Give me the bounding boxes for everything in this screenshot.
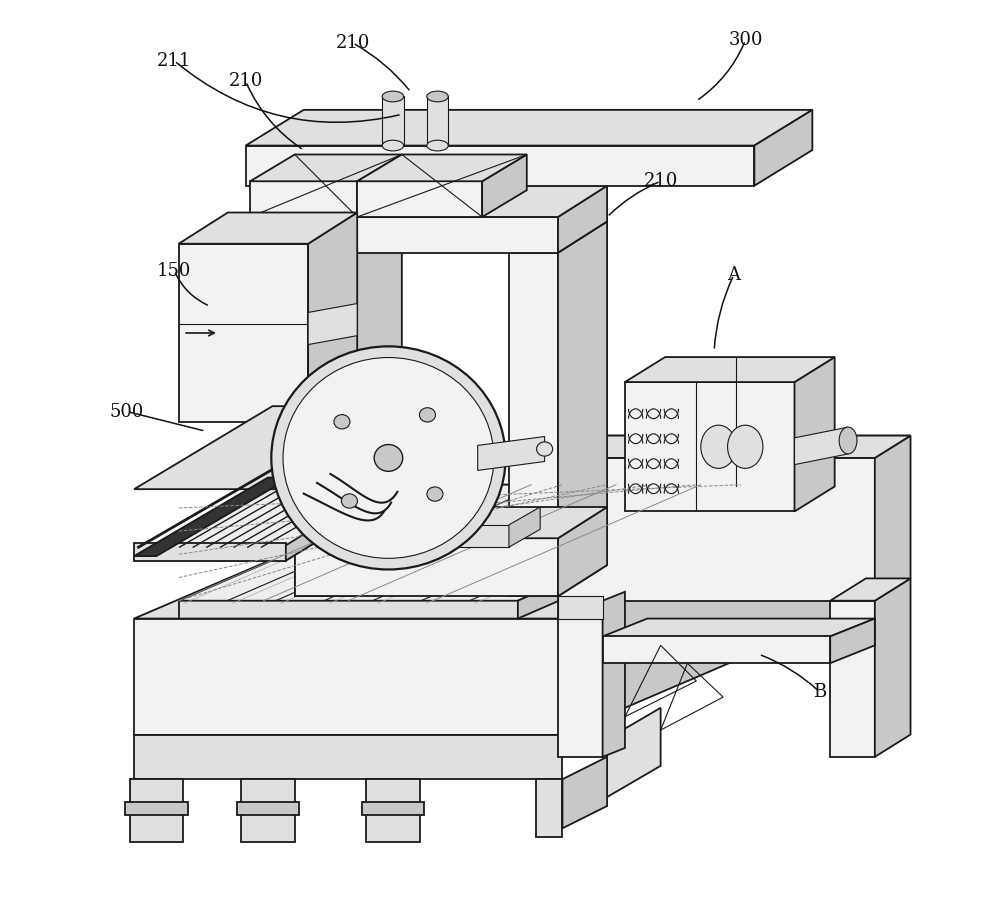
Ellipse shape [427, 91, 448, 101]
Polygon shape [427, 96, 448, 145]
Polygon shape [250, 154, 402, 181]
Text: B: B [813, 682, 826, 700]
Polygon shape [558, 458, 875, 601]
Polygon shape [558, 436, 911, 458]
Polygon shape [308, 304, 357, 345]
Polygon shape [558, 222, 607, 596]
Ellipse shape [283, 357, 494, 559]
Polygon shape [603, 592, 625, 757]
Polygon shape [509, 222, 607, 252]
Polygon shape [353, 222, 402, 596]
Polygon shape [295, 538, 558, 596]
Polygon shape [134, 485, 875, 619]
Polygon shape [357, 181, 482, 217]
Polygon shape [295, 252, 353, 596]
Polygon shape [536, 779, 562, 837]
Text: 211: 211 [157, 52, 191, 70]
Polygon shape [875, 578, 911, 757]
Ellipse shape [701, 425, 736, 469]
Text: 210: 210 [228, 73, 263, 91]
Polygon shape [562, 485, 875, 735]
Polygon shape [795, 427, 848, 464]
Polygon shape [295, 186, 607, 217]
Polygon shape [558, 436, 911, 458]
Text: 150: 150 [157, 261, 191, 279]
Polygon shape [237, 802, 299, 814]
Polygon shape [603, 637, 830, 664]
Polygon shape [348, 489, 455, 512]
Ellipse shape [271, 347, 506, 569]
Polygon shape [295, 222, 402, 252]
Polygon shape [478, 436, 545, 471]
Polygon shape [558, 596, 603, 619]
Ellipse shape [334, 415, 350, 429]
Polygon shape [558, 507, 607, 596]
Polygon shape [246, 145, 754, 186]
Polygon shape [130, 779, 183, 841]
Polygon shape [295, 217, 558, 252]
Polygon shape [518, 485, 786, 619]
Polygon shape [830, 601, 875, 757]
Polygon shape [830, 578, 911, 601]
Text: A: A [727, 266, 740, 284]
Polygon shape [558, 458, 911, 480]
Polygon shape [357, 154, 402, 217]
Polygon shape [509, 507, 540, 547]
Polygon shape [625, 382, 795, 512]
Polygon shape [286, 460, 424, 560]
Text: 210: 210 [336, 34, 370, 52]
Polygon shape [362, 802, 424, 814]
Polygon shape [134, 406, 424, 489]
Polygon shape [134, 735, 562, 779]
Polygon shape [241, 779, 295, 841]
Polygon shape [509, 252, 558, 596]
Ellipse shape [382, 140, 404, 151]
Polygon shape [134, 619, 562, 735]
Polygon shape [250, 181, 357, 217]
Polygon shape [562, 757, 607, 828]
Polygon shape [830, 619, 875, 664]
Ellipse shape [427, 140, 448, 151]
Polygon shape [558, 186, 607, 252]
Polygon shape [451, 524, 509, 547]
Polygon shape [179, 213, 357, 243]
Polygon shape [558, 601, 603, 757]
Polygon shape [482, 154, 527, 217]
Ellipse shape [419, 408, 435, 422]
Polygon shape [134, 476, 424, 560]
Polygon shape [382, 96, 404, 145]
Polygon shape [179, 243, 308, 422]
Polygon shape [429, 496, 455, 542]
Polygon shape [134, 542, 286, 560]
Ellipse shape [537, 442, 553, 456]
Ellipse shape [382, 91, 404, 101]
Polygon shape [246, 110, 812, 145]
Polygon shape [625, 357, 835, 382]
Polygon shape [366, 779, 420, 841]
Polygon shape [795, 357, 835, 512]
Polygon shape [366, 512, 429, 542]
Polygon shape [357, 154, 527, 181]
Text: 210: 210 [643, 172, 678, 190]
Polygon shape [179, 485, 786, 601]
Ellipse shape [427, 487, 443, 501]
Polygon shape [348, 512, 420, 538]
Ellipse shape [374, 445, 403, 471]
Polygon shape [420, 489, 455, 538]
Polygon shape [607, 708, 661, 797]
Text: 300: 300 [728, 31, 763, 49]
Polygon shape [875, 436, 911, 601]
Polygon shape [295, 507, 607, 538]
Polygon shape [603, 619, 875, 637]
Ellipse shape [839, 427, 857, 453]
Text: 500: 500 [110, 402, 144, 420]
Polygon shape [308, 213, 357, 422]
Polygon shape [134, 478, 290, 556]
Polygon shape [754, 110, 812, 186]
Ellipse shape [728, 425, 763, 469]
Ellipse shape [341, 494, 357, 508]
Polygon shape [125, 802, 188, 814]
